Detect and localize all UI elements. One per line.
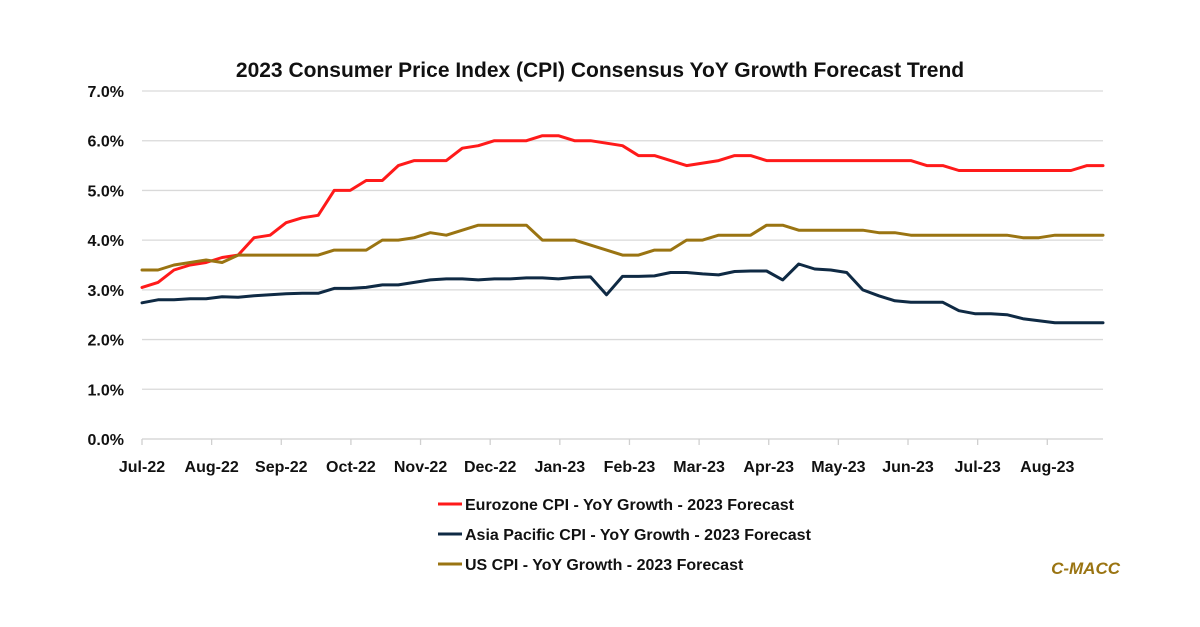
series-lines	[140, 134, 1105, 325]
y-tick-label: 2.0%	[88, 333, 124, 350]
x-tick-label: Jan-23	[534, 459, 585, 476]
x-tick-label: Aug-22	[185, 459, 239, 476]
eurozone-cpi-line	[140, 134, 1105, 289]
y-tick-label: 0.0%	[88, 432, 124, 449]
legend-item-us: US CPI - YoY Growth - 2023 Forecast	[438, 557, 744, 574]
y-tick-label: 7.0%	[88, 84, 124, 101]
y-tick-label: 4.0%	[88, 233, 124, 250]
x-tick-label: Dec-22	[464, 459, 517, 476]
asia-pacific-cpi-line	[140, 262, 1105, 325]
legend-item-asia-pacific: Asia Pacific CPI - YoY Growth - 2023 For…	[438, 527, 812, 544]
legend: Eurozone CPI - YoY Growth - 2023 Forecas…	[438, 497, 812, 574]
brand-watermark: C-MACC	[1051, 559, 1121, 578]
legend-item-eurozone: Eurozone CPI - YoY Growth - 2023 Forecas…	[438, 497, 795, 514]
y-tick-label: 5.0%	[88, 183, 124, 200]
x-tick-label: Apr-23	[743, 459, 794, 476]
x-tick-label: Jul-23	[955, 459, 1001, 476]
y-axis-ticks: 0.0% 1.0% 2.0% 3.0% 4.0% 5.0% 6.0% 7.0%	[88, 84, 124, 449]
x-tick-label: Jun-23	[882, 459, 934, 476]
gridlines	[142, 90, 1103, 390]
x-tick-label: Jul-22	[119, 459, 165, 476]
x-tick-label: Aug-23	[1020, 459, 1074, 476]
y-tick-label: 3.0%	[88, 283, 124, 300]
x-tick-label: Sep-22	[255, 459, 308, 476]
legend-label: Asia Pacific CPI - YoY Growth - 2023 For…	[465, 527, 812, 544]
legend-label: Eurozone CPI - YoY Growth - 2023 Forecas…	[465, 497, 795, 514]
y-tick-label: 1.0%	[88, 382, 124, 399]
x-axis: Jul-22 Aug-22 Sep-22 Oct-22 Nov-22 Dec-22 Jan-…	[119, 438, 1103, 476]
chart-title: 2023 Consumer Price Index (CPI) Consensu…	[236, 59, 964, 82]
us-cpi-line	[140, 223, 1105, 272]
x-tick-label: Nov-22	[394, 459, 447, 476]
x-tick-label: Oct-22	[326, 459, 376, 476]
x-tick-label: Feb-23	[604, 459, 656, 476]
legend-label: US CPI - YoY Growth - 2023 Forecast	[465, 557, 744, 574]
x-tick-label: Mar-23	[673, 459, 725, 476]
x-tick-label: May-23	[811, 459, 865, 476]
y-tick-label: 6.0%	[88, 134, 124, 151]
